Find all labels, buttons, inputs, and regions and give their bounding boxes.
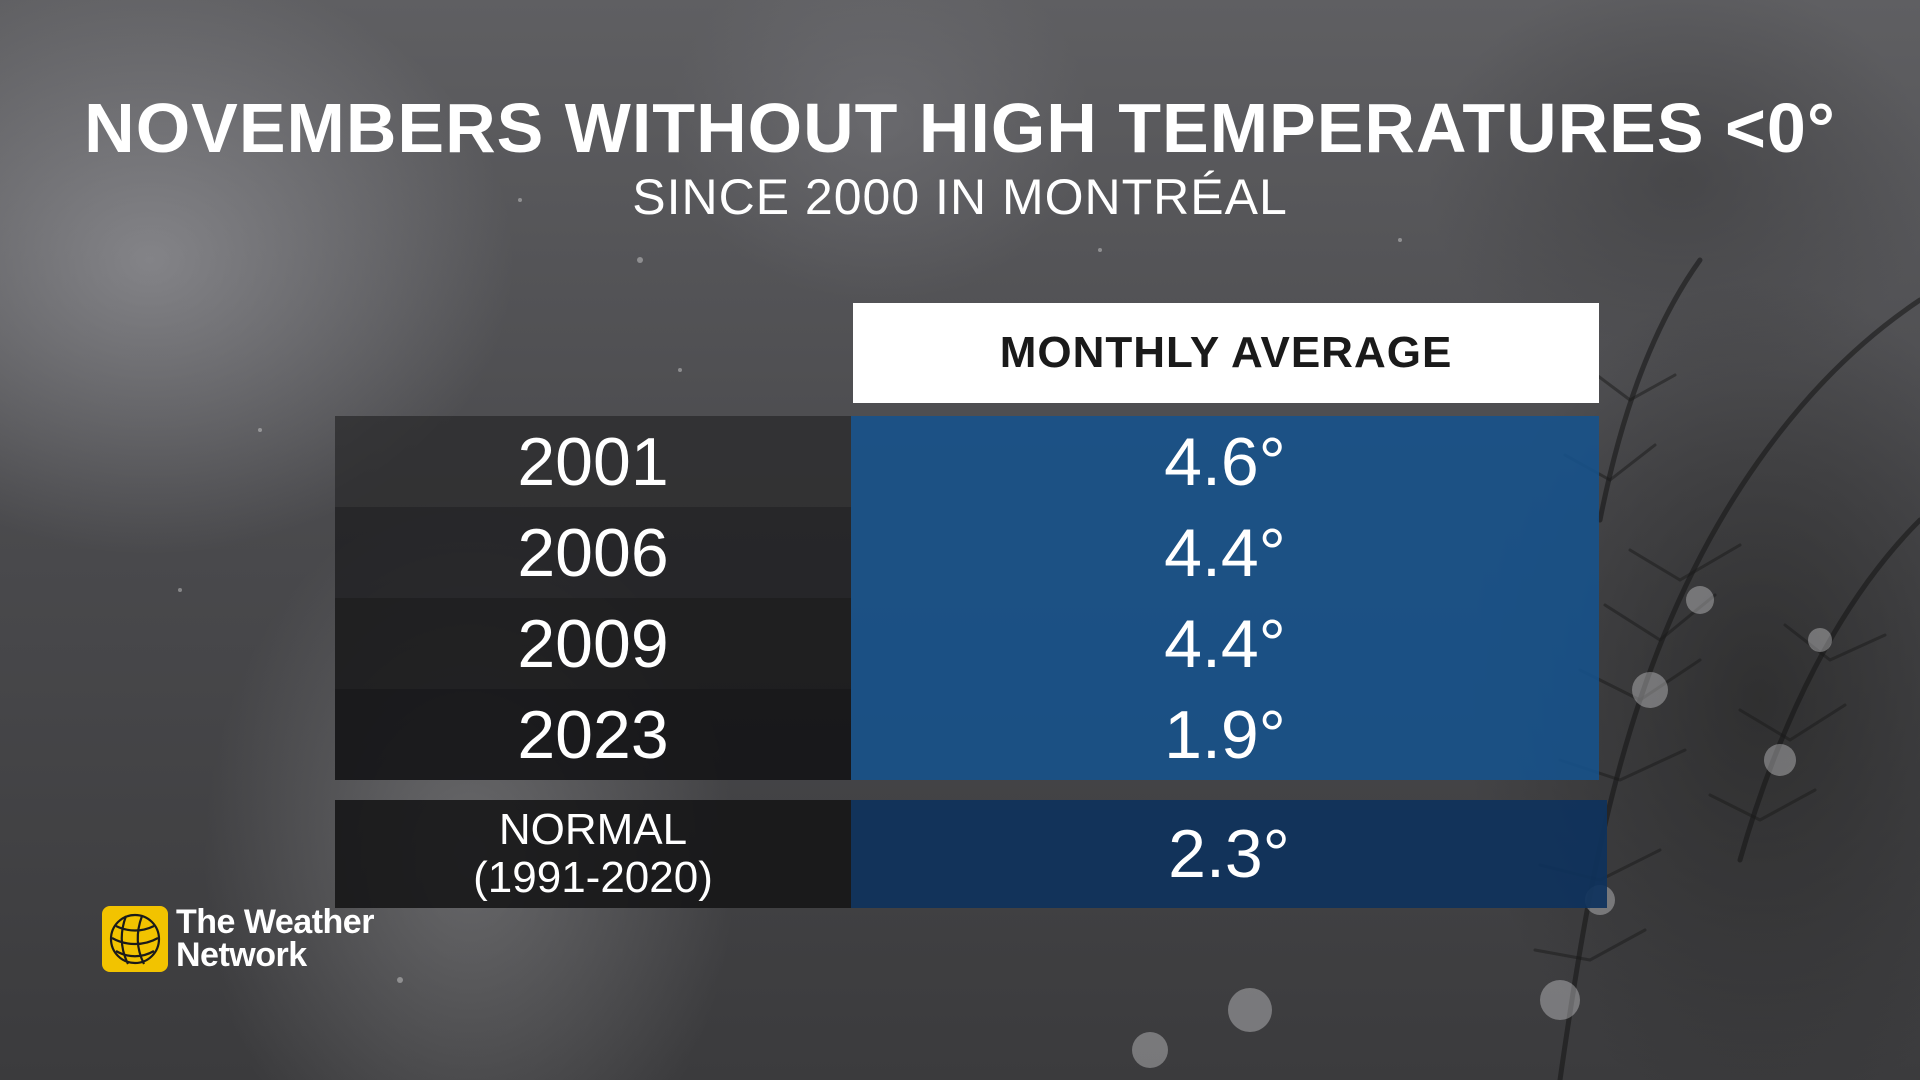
table-row: 2023 1.9° [335, 689, 1599, 780]
normal-row: NORMAL (1991-2020) 2.3° [335, 800, 1607, 908]
logo-line1: The Weather [176, 903, 374, 941]
normal-label-line1: NORMAL [498, 805, 688, 854]
table-row: 2001 4.6° [335, 416, 1599, 507]
year-cell: 2006 [335, 507, 851, 598]
value-cell: 4.6° [851, 416, 1599, 507]
chart-subtitle: SINCE 2000 IN MONTRÉAL [632, 169, 1288, 225]
normal-value: 2.3° [851, 800, 1607, 908]
table-row: 2006 4.4° [335, 507, 1599, 598]
year-cell: 2023 [335, 689, 851, 780]
table-row: 2009 4.4° [335, 598, 1599, 689]
logo-line2: Network [176, 936, 307, 974]
value-cell: 1.9° [851, 689, 1599, 780]
year-cell: 2009 [335, 598, 851, 689]
weather-network-logo: The Weather Network [102, 903, 374, 974]
normal-label-line2: (1991-2020) [473, 853, 713, 902]
chart-title: NOVEMBERS WITHOUT HIGH TEMPERATURES <0° [84, 89, 1836, 167]
column-header-monthly-average: MONTHLY AVERAGE [853, 303, 1599, 403]
data-table: 2001 4.6° 2006 4.4° 2009 4.4° 2023 1.9° [335, 416, 1599, 780]
normal-label: NORMAL (1991-2020) [335, 800, 851, 908]
value-cell: 4.4° [851, 507, 1599, 598]
weather-network-globe-icon [102, 906, 168, 972]
year-cell: 2001 [335, 416, 851, 507]
value-cell: 4.4° [851, 598, 1599, 689]
logo-text: The Weather Network [176, 903, 374, 974]
